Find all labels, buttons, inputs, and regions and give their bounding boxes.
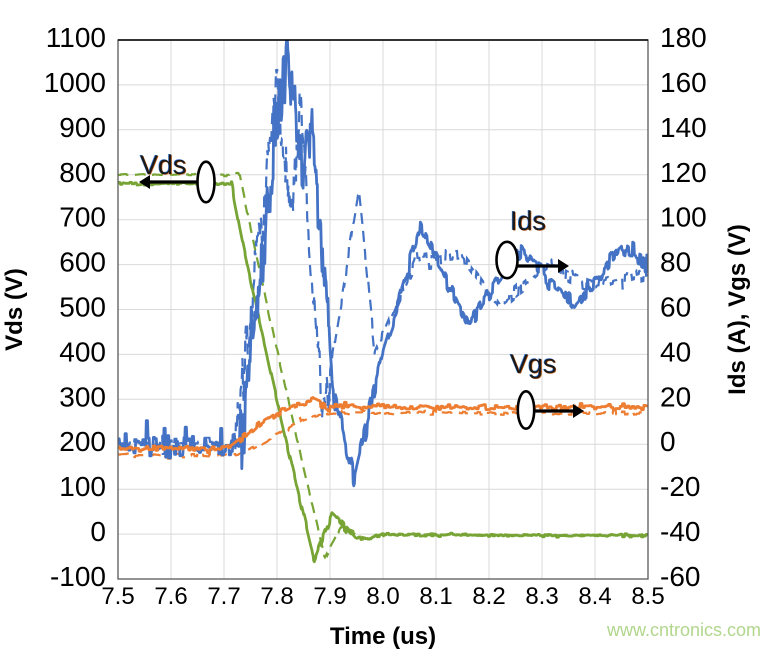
- svg-text:100: 100: [660, 202, 707, 233]
- svg-text:Ids: Ids: [510, 206, 546, 236]
- svg-text:8.1: 8.1: [419, 583, 452, 610]
- svg-text:8.4: 8.4: [578, 583, 611, 610]
- svg-text:40: 40: [660, 336, 691, 367]
- svg-text:0: 0: [660, 426, 676, 457]
- svg-text:800: 800: [59, 157, 106, 188]
- svg-text:80: 80: [660, 247, 691, 278]
- svg-text:20: 20: [660, 381, 691, 412]
- svg-text:600: 600: [59, 247, 106, 278]
- svg-text:7.6: 7.6: [154, 583, 187, 610]
- svg-text:900: 900: [59, 112, 106, 143]
- svg-text:140: 140: [660, 112, 707, 143]
- svg-text:7.5: 7.5: [101, 583, 134, 610]
- svg-text:Vds (V): Vds (V): [1, 268, 28, 351]
- svg-text:1000: 1000: [44, 67, 106, 98]
- svg-text:7.9: 7.9: [313, 583, 346, 610]
- svg-text:60: 60: [660, 292, 691, 323]
- svg-text:8.5: 8.5: [631, 583, 664, 610]
- svg-text:700: 700: [59, 202, 106, 233]
- svg-text:120: 120: [660, 157, 707, 188]
- svg-text:-100: -100: [50, 561, 106, 592]
- svg-text:Vds: Vds: [140, 150, 187, 180]
- svg-text:8.3: 8.3: [525, 583, 558, 610]
- svg-text:0: 0: [90, 516, 106, 547]
- svg-text:100: 100: [59, 471, 106, 502]
- svg-text:Time (us): Time (us): [330, 623, 436, 650]
- svg-text:1100: 1100: [46, 22, 106, 53]
- svg-text:Vgs: Vgs: [510, 349, 557, 379]
- svg-text:500: 500: [59, 292, 106, 323]
- svg-text:8.2: 8.2: [472, 583, 505, 610]
- svg-text:180: 180: [660, 22, 707, 53]
- svg-text:7.7: 7.7: [207, 583, 240, 610]
- svg-text:-40: -40: [660, 516, 700, 547]
- svg-text:160: 160: [660, 67, 707, 98]
- svg-text:-20: -20: [660, 471, 700, 502]
- svg-text:400: 400: [59, 336, 106, 367]
- svg-text:300: 300: [59, 381, 106, 412]
- svg-text:Ids (A), Vgs (V): Ids (A), Vgs (V): [724, 224, 751, 395]
- svg-text:www.cntronics.com: www.cntronics.com: [606, 620, 761, 640]
- svg-text:200: 200: [59, 426, 106, 457]
- svg-text:8.0: 8.0: [366, 583, 399, 610]
- svg-text:-60: -60: [660, 561, 700, 592]
- svg-text:7.8: 7.8: [260, 583, 293, 610]
